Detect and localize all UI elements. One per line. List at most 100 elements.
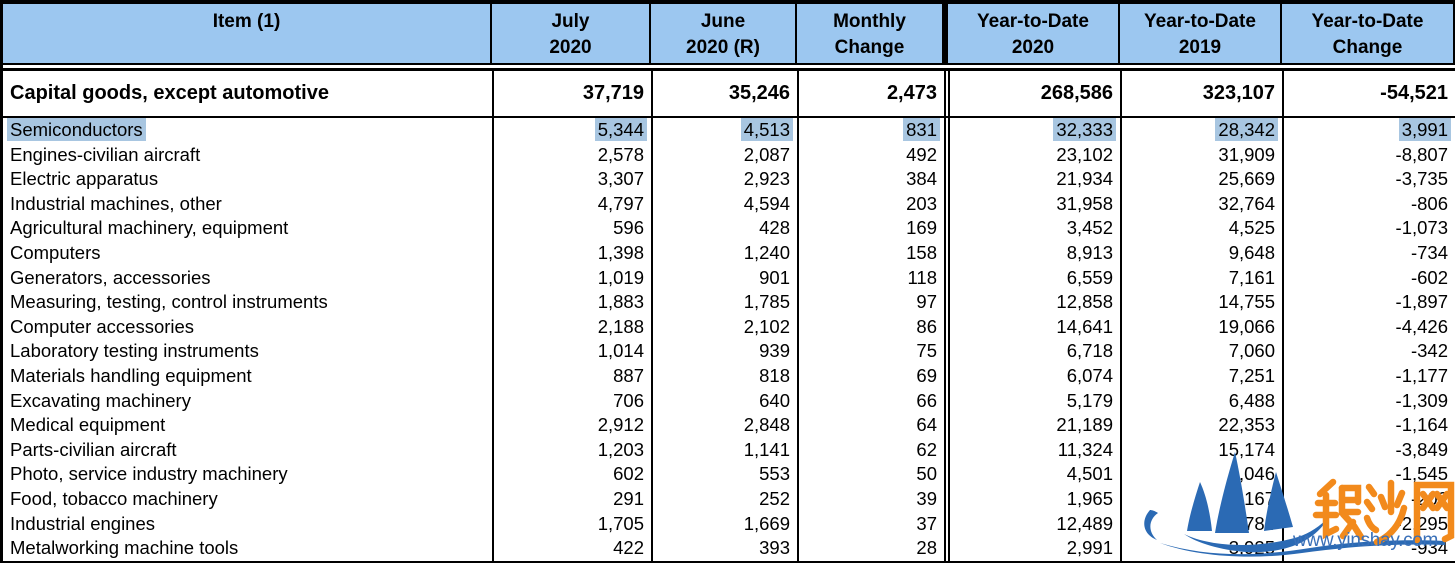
table-row: Industrial machines, other 4,797 4,594 203 3…: [3, 191, 1455, 217]
value-ytd-2019: 32,764: [1218, 192, 1275, 214]
value-june-2020-r: 1,669: [743, 512, 790, 534]
column-header-ytd-2020: Year-to-Date 2020: [944, 4, 1120, 65]
value-july-2020: 291: [613, 487, 644, 509]
value-ytd-change: -1,897: [1395, 291, 1448, 313]
value-july-2020: 2,912: [597, 414, 644, 436]
table-row: Laboratory testing instruments 1,014 939 75…: [3, 339, 1455, 364]
value-ytd-2019: 14,784: [1218, 512, 1275, 534]
value-july-2020: 2,188: [597, 315, 644, 337]
value-june-2020-r: 1,785: [743, 291, 790, 313]
item-label: Excavating machinery: [10, 389, 191, 411]
value-ytd-2020: 8,913: [1066, 241, 1113, 263]
item-label: Computers: [10, 241, 101, 263]
table-row: Metalworking machine tools 422 393 28 2,991 3…: [3, 536, 1455, 561]
value-ytd-2020: 6,074: [1066, 364, 1113, 386]
total-value-july-2020: 37,719: [582, 82, 644, 104]
value-july-2020: 706: [613, 389, 644, 411]
value-june-2020-r: 393: [759, 537, 790, 559]
table-row: Parts-civilian aircraft 1,203 1,141 62 11,32…: [3, 437, 1455, 463]
value-ytd-2020: 21,189: [1056, 414, 1113, 436]
column-header-july-2020: July 2020: [492, 4, 651, 65]
value-monthly-change: 64: [916, 414, 937, 436]
item-label: Laboratory testing instruments: [10, 340, 259, 362]
table-row: Medical equipment 2,912 2,848 64 21,189 22,35…: [3, 413, 1455, 438]
value-monthly-change: 384: [906, 168, 937, 190]
value-july-2020: 4,797: [597, 192, 644, 214]
table-row: Computer accessories 2,188 2,102 86 14,641 19…: [3, 314, 1455, 340]
header-row: Item (1) July 2020 June 2020 (R) Monthly Chang…: [3, 4, 1455, 65]
value-ytd-2020: 6,718: [1066, 340, 1113, 362]
column-header-ytd-change: Year-to-Date Change: [1282, 4, 1455, 65]
value-ytd-2019: 22,353: [1218, 414, 1275, 436]
value-june-2020-r: 2,087: [743, 143, 790, 165]
value-june-2020-r: 428: [759, 217, 790, 239]
value-june-2020-r: 818: [759, 364, 790, 386]
table-body: Semiconductors 5,344 4,513 831 32,333 28,342 3…: [3, 118, 1455, 561]
value-ytd-2019: 7,060: [1228, 340, 1275, 362]
value-ytd-2020: 32,333: [1053, 118, 1116, 141]
value-june-2020-r: 4,513: [740, 118, 793, 141]
total-item-label: Capital goods, except automotive: [10, 82, 329, 104]
item-label: Photo, service industry machinery: [10, 463, 288, 485]
value-ytd-change: -734: [1410, 241, 1448, 263]
value-ytd-change: -1,164: [1395, 414, 1448, 436]
value-ytd-change: 3,991: [1398, 118, 1451, 141]
value-june-2020-r: 553: [759, 463, 790, 485]
item-label: Agricultural machinery, equipment: [10, 217, 289, 239]
value-june-2020-r: 901: [759, 266, 790, 288]
value-ytd-2020: 5,179: [1066, 389, 1113, 411]
value-july-2020: 1,019: [597, 266, 644, 288]
value-ytd-change: -2,295: [1395, 512, 1448, 534]
value-ytd-change: -1,309: [1395, 389, 1448, 411]
value-july-2020: 5,344: [594, 118, 647, 141]
value-july-2020: 602: [613, 463, 644, 485]
value-june-2020-r: 1,240: [743, 241, 790, 263]
value-ytd-2020: 6,559: [1066, 266, 1113, 288]
value-ytd-2019: 28,342: [1215, 118, 1278, 141]
table-row: Generators, accessories 1,019 901 118 6,559 7…: [3, 265, 1455, 291]
column-header-item: Item (1): [3, 4, 492, 65]
value-ytd-2019: 25,669: [1218, 168, 1275, 190]
item-label: Computer accessories: [10, 315, 195, 337]
value-monthly-change: 66: [916, 389, 937, 411]
value-june-2020-r: 2,923: [743, 168, 790, 190]
value-ytd-2020: 12,858: [1056, 291, 1113, 313]
header-divider: [3, 68, 1455, 71]
table-row: Measuring, testing, control instruments 1…: [3, 290, 1455, 315]
value-ytd-change: -8,807: [1395, 143, 1448, 165]
item-label: Semiconductors: [7, 118, 146, 141]
item-label: Measuring, testing, control instruments: [10, 291, 328, 313]
value-ytd-2020: 1,965: [1066, 487, 1113, 509]
table-row: Industrial engines 1,705 1,669 37 12,489 14,7…: [3, 511, 1455, 537]
value-ytd-2020: 12,489: [1056, 512, 1113, 534]
table-row: Electric apparatus 3,307 2,923 384 21,934 25,…: [3, 167, 1455, 192]
value-ytd-change: -3,849: [1395, 438, 1448, 460]
value-ytd-2020: 2,991: [1066, 537, 1113, 559]
item-label: Metalworking machine tools: [10, 537, 239, 559]
value-ytd-2020: 23,102: [1056, 143, 1113, 165]
value-july-2020: 1,014: [597, 340, 644, 362]
value-june-2020-r: 2,848: [743, 414, 790, 436]
value-july-2020: 422: [613, 537, 644, 559]
value-ytd-change: -1,073: [1395, 217, 1448, 239]
value-july-2020: 2,578: [597, 143, 644, 165]
value-july-2020: 3,307: [597, 168, 644, 190]
value-ytd-change: -342: [1410, 340, 1448, 362]
value-ytd-2019: 6,488: [1228, 389, 1275, 411]
value-monthly-change: 158: [906, 241, 937, 263]
total-value-june-2020-r: 35,246: [728, 82, 790, 104]
item-label: Food, tobacco machinery: [10, 487, 218, 509]
column-header-monthly-change: Monthly Change: [797, 4, 944, 65]
item-label: Industrial engines: [10, 512, 156, 534]
value-july-2020: 1,203: [597, 438, 644, 460]
value-ytd-2019: 3,925: [1228, 537, 1275, 559]
value-ytd-2020: 14,641: [1056, 315, 1113, 337]
item-label: Industrial machines, other: [10, 192, 222, 214]
value-monthly-change: 28: [916, 537, 937, 559]
value-ytd-2020: 4,501: [1066, 463, 1113, 485]
total-value-ytd-2019: 323,107: [1202, 82, 1275, 104]
value-july-2020: 887: [613, 364, 644, 386]
value-ytd-change: -806: [1410, 192, 1448, 214]
